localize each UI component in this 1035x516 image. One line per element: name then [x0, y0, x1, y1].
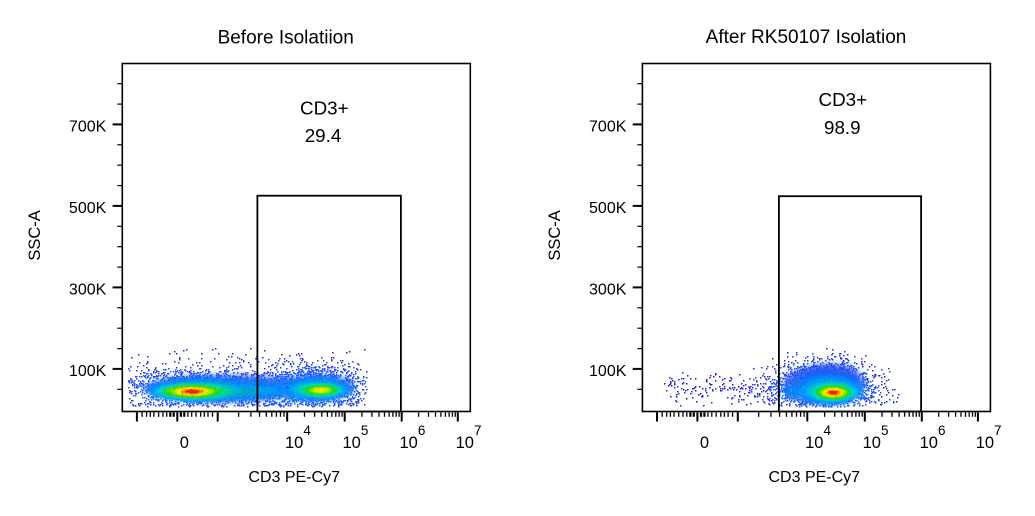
svg-text:300K: 300K	[589, 282, 627, 299]
svg-text:CD3 PE-Cy7: CD3 PE-Cy7	[248, 469, 340, 486]
svg-text:500K: 500K	[589, 200, 627, 217]
svg-text:300K: 300K	[69, 282, 107, 299]
svg-text:0: 0	[700, 434, 709, 452]
svg-text:29.4: 29.4	[305, 125, 342, 146]
svg-text:Before Isolatiion: Before Isolatiion	[218, 27, 354, 48]
svg-text:100K: 100K	[69, 363, 107, 380]
svg-text:After RK50107 Isolation: After RK50107 Isolation	[706, 27, 907, 48]
svg-text:700K: 700K	[69, 119, 107, 136]
svg-text:SSC-A: SSC-A	[546, 210, 564, 260]
svg-text:CD3+: CD3+	[819, 89, 868, 110]
svg-text:SSC-A: SSC-A	[26, 210, 44, 260]
svg-text:98.9: 98.9	[824, 117, 861, 138]
svg-text:CD3 PE-Cy7: CD3 PE-Cy7	[769, 469, 861, 486]
svg-text:500K: 500K	[69, 200, 107, 217]
svg-text:0: 0	[180, 434, 189, 452]
svg-text:100K: 100K	[589, 363, 627, 380]
svg-text:CD3+: CD3+	[300, 97, 349, 118]
svg-text:700K: 700K	[589, 119, 627, 136]
